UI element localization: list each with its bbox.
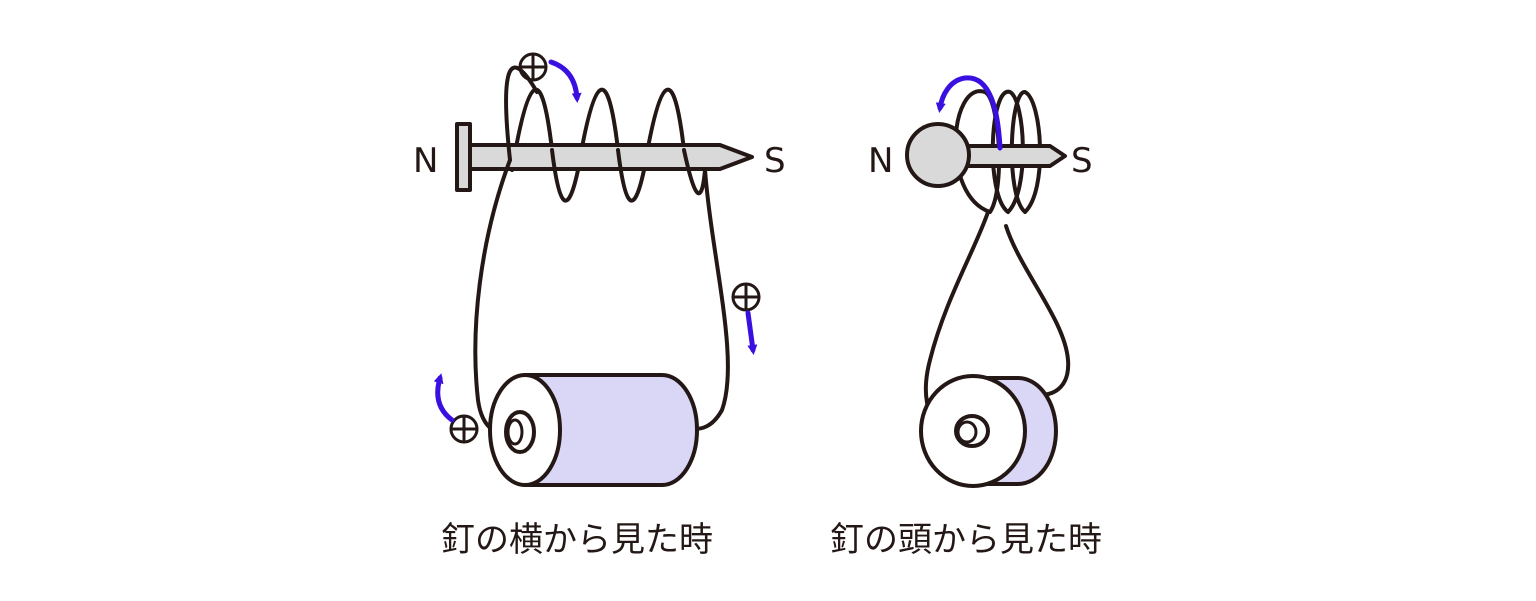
head-view [905,75,1071,488]
nail-head-circle [905,122,971,188]
coil-end-loops [953,89,1042,214]
curved-arrow-icon [935,75,1003,151]
nail-shaft-perspective [958,144,1067,168]
side-view [433,52,761,487]
nail-side [455,122,754,192]
north-pole-label: N [868,141,893,181]
positive-symbol-icon [518,52,548,82]
south-pole-label: S [1071,141,1093,181]
nail-head [455,122,472,192]
lead-wire-right [690,168,730,431]
positive-symbol-icon [731,282,761,312]
curved-arrow-icon [745,310,758,355]
north-pole-label: N [413,141,438,181]
south-pole-label: S [764,141,786,181]
battery-side [488,373,699,487]
nail-shaft [468,143,754,171]
positive-symbol-icon [449,414,479,444]
battery-terminal-inner [956,420,978,444]
battery-body [523,373,699,487]
battery-terminal-inner [506,418,524,446]
coil-front-strokes [504,65,707,203]
curved-arrow-icon [548,59,582,103]
curved-arrow-icon [433,373,455,423]
lead-wire-right [1004,224,1071,397]
side-view-caption: 釘の横から見た時 [441,520,713,560]
head-view-caption: 釘の頭から見た時 [830,520,1102,560]
battery-end-view [919,374,1058,488]
